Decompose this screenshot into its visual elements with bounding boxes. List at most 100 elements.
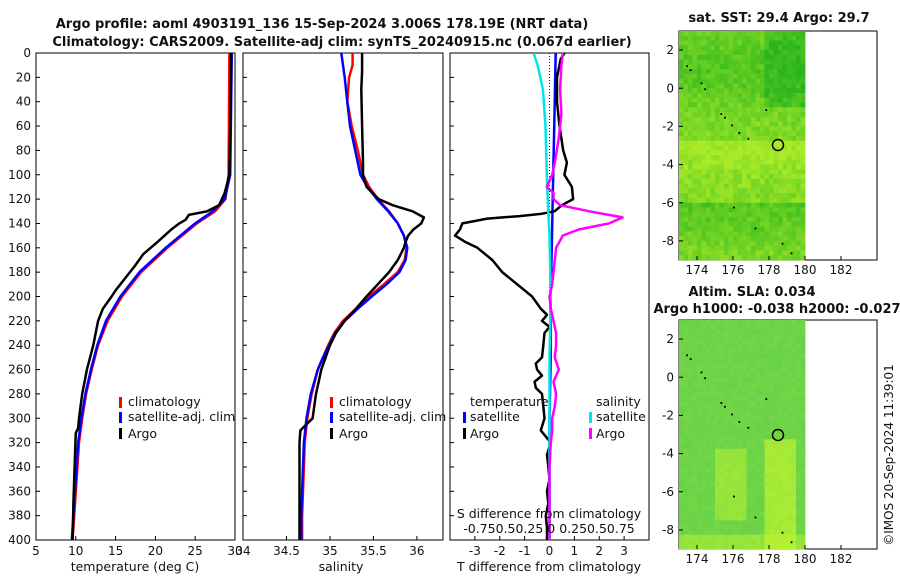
heatmap-cell [800,31,806,37]
heatmap-cell [692,472,698,478]
heatmap-cell [724,362,729,369]
heatmap-cell [787,439,792,445]
heatmap-cell [760,448,765,454]
heatmap-cell [755,255,761,261]
heatmap-cell [679,339,684,345]
heatmap-cell [755,69,761,75]
heatmap-cell [710,155,716,161]
heatmap-cell [778,405,783,412]
heatmap-cell [751,439,756,445]
island-dot [720,402,723,404]
lat-tick-label: -8 [662,523,674,537]
heatmap-cell [796,73,801,80]
heatmap-cell [782,64,788,70]
heatmap-cell [760,429,765,435]
heatmap-cell [733,221,738,227]
heatmap-cell [778,69,783,75]
heatmap-cell [787,410,792,416]
heatmap-cell [742,59,747,65]
heatmap-cell [787,83,792,89]
heatmap-cell [800,50,806,56]
heatmap-cell [728,78,734,84]
heatmap-cell [755,353,761,359]
heatmap-cell [787,382,792,388]
lat-tick-label: -2 [662,408,674,422]
heatmap-cell [791,320,797,326]
heatmap-cell [764,444,770,450]
legend-argo: Argo [128,426,157,441]
heatmap-cell [764,169,770,175]
heatmap-cell [719,174,725,180]
heatmap-cell [737,391,743,397]
heatmap-cell [719,212,725,218]
heatmap-cell [791,198,797,204]
heatmap-cell [773,377,779,383]
heatmap-cell [782,534,788,540]
heatmap-cell [679,491,684,497]
heatmap-cell [692,320,698,326]
heatmap-cell [751,515,756,521]
heatmap-cell [688,353,693,359]
heatmap-cell [737,477,743,483]
heatmap-cell [787,377,792,383]
heatmap-cell [701,382,707,388]
heatmap-cell [755,539,761,545]
heatmap-cell [733,458,738,464]
heatmap-cell [683,377,689,383]
heatmap-cell [773,386,779,392]
heatmap-cell [679,245,684,251]
heatmap-cell [755,487,761,493]
heatmap-cell [688,525,693,531]
heatmap-cell [737,510,743,516]
heatmap-cell [697,121,702,127]
heatmap-cell [796,221,801,227]
heatmap-cell [724,35,729,41]
island-dot [790,252,793,255]
heatmap-cell [787,467,792,474]
heatmap-cell [688,434,693,440]
heatmap-cell [688,444,693,450]
heatmap-cell [724,198,729,204]
heatmap-cell [787,198,792,204]
heatmap-cell [755,207,761,213]
heatmap-cell [778,510,783,516]
heatmap-cell [764,207,770,213]
heatmap-cell [782,231,788,237]
heatmap-cell [728,425,734,431]
heatmap-cell [773,529,779,536]
heatmap-cell [742,367,747,373]
heatmap-cell [787,453,792,459]
heatmap-cell [760,420,765,426]
heatmap-cell [773,255,779,261]
heatmap-cell [728,59,734,65]
heatmap-cell [746,496,752,502]
heatmap-cell [764,178,770,185]
heatmap-cell [764,121,770,127]
heatmap-cell [760,343,765,350]
heatmap-cell [701,425,707,431]
heatmap-cell [715,377,720,383]
heatmap-cell [764,202,770,208]
series-s-satellite [532,53,553,540]
heatmap-cell [742,221,747,227]
heatmap-cell [733,255,738,261]
heatmap-cell [710,396,716,402]
heatmap-cell [800,64,806,70]
heatmap-cell [755,334,761,340]
heatmap-cell [719,510,725,516]
heatmap-cell [746,150,752,156]
heatmap-cell [697,506,702,512]
heatmap-cell [692,482,698,488]
heatmap-cell [773,93,779,99]
heatmap-cell [719,226,725,232]
heatmap-cell [688,35,693,41]
heatmap-cell [787,231,792,237]
heatmap-cell [728,377,734,383]
heatmap-cell [688,506,693,512]
heatmap-cell [679,217,684,223]
heatmap-cell [683,362,689,369]
heatmap-cell [800,467,806,474]
heatmap-cell [733,126,738,132]
heatmap-cell [737,164,743,170]
heatmap-cell [692,477,698,483]
